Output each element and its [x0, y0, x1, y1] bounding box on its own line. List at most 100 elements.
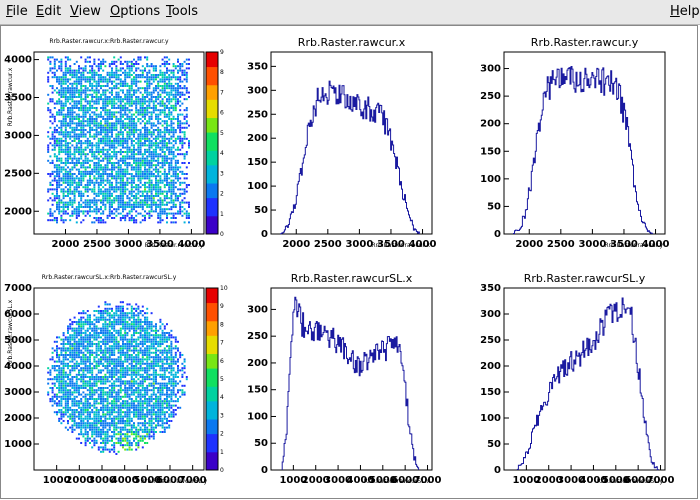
heat-cell	[179, 96, 182, 98]
heat-cell	[126, 74, 129, 76]
heat-cell	[119, 85, 122, 87]
heat-cell	[108, 347, 111, 350]
heat-cell	[93, 356, 96, 359]
heat-cell	[91, 126, 94, 129]
heat-cell	[170, 91, 173, 94]
heat-cell	[62, 124, 65, 127]
heat-cell	[137, 109, 140, 112]
heat-cell	[111, 124, 113, 127]
heat-cell	[82, 175, 85, 178]
heat-cell	[62, 411, 65, 414]
heat-cell	[139, 199, 142, 202]
heat-cell	[144, 102, 146, 105]
heat-cell	[75, 345, 78, 348]
heat-cell	[119, 314, 122, 317]
heat-cell	[161, 89, 164, 92]
palette-band	[206, 59, 218, 64]
chart-p2[interactable]: Rrb.Raster.rawcur.x050100150200250300350…	[247, 36, 436, 250]
heat-cell	[75, 210, 78, 213]
chart-p3[interactable]: Rrb.Raster.rawcur.y050100150200250300200…	[480, 36, 669, 250]
heat-cell	[106, 442, 109, 444]
heat-cell	[168, 212, 171, 215]
heat-cell	[80, 369, 83, 372]
heat-cell	[159, 80, 162, 83]
heat-cell	[93, 343, 96, 345]
heat-cell	[82, 391, 85, 394]
heat-cell	[69, 186, 72, 189]
heat-cell	[102, 146, 105, 149]
heat-cell	[47, 135, 50, 138]
heat-cell	[84, 113, 87, 116]
heat-cell	[67, 329, 69, 332]
heat-cell	[119, 190, 122, 193]
heat-cell	[170, 166, 173, 169]
palette-label: 7	[220, 89, 224, 96]
heat-cell	[89, 318, 91, 321]
heat-cell	[60, 60, 63, 63]
root-canvas[interactable]: Rrb.Raster.rawcur.x:Rrb.Raster.rawcur.y 2…	[0, 25, 698, 499]
heat-cell	[73, 155, 76, 158]
heat-cell	[91, 188, 94, 191]
menu-tools[interactable]: Tools	[166, 4, 199, 19]
plot-canvas[interactable]: Rrb.Raster.rawcur.x:Rrb.Raster.rawcur.y2…	[1, 26, 699, 500]
palette-frame[interactable]	[205, 51, 219, 235]
heat-cell	[58, 387, 61, 389]
heat-cell	[86, 314, 89, 317]
heat-cell	[124, 323, 127, 326]
heat-cell	[73, 80, 76, 83]
heat-cell	[115, 135, 118, 138]
heat-cell	[53, 170, 56, 173]
heat-cell	[62, 179, 65, 182]
heat-cell	[135, 115, 138, 118]
heat-cell	[75, 146, 78, 149]
heat-cell	[71, 131, 74, 134]
heat-cell	[113, 343, 116, 345]
heat-cell	[141, 93, 144, 96]
heat-cell	[139, 122, 142, 125]
heat-cell	[60, 102, 63, 105]
heat-cell	[58, 146, 61, 149]
heat-cell	[113, 107, 116, 109]
heat-cell	[97, 170, 100, 173]
heat-cell	[108, 197, 111, 200]
heat-cell	[93, 360, 96, 363]
menu-file[interactable]: File	[6, 4, 28, 19]
chart-p1[interactable]: Rrb.Raster.rawcur.x:Rrb.Raster.rawcur.y2…	[4, 38, 224, 250]
heat-cell	[67, 157, 69, 160]
heat-cell	[111, 395, 113, 398]
heat-cell	[104, 98, 107, 101]
heat-cell	[67, 179, 69, 182]
heat-cell	[159, 71, 162, 74]
heat-cell	[135, 310, 138, 312]
chart-p4[interactable]: Rrb.Raster.rawcurSL.x:Rrb.Raster.rawcurS…	[4, 274, 228, 486]
heat-cell	[64, 118, 67, 120]
heat-cell	[100, 349, 102, 352]
heat-cell	[119, 371, 122, 374]
heat-cell	[82, 212, 85, 215]
heat-cell	[100, 151, 102, 153]
heat-cell	[106, 214, 109, 217]
heat-cell	[56, 188, 58, 191]
heat-cell	[89, 177, 91, 180]
heat-cell	[159, 93, 162, 96]
menu-edit[interactable]: Edit	[36, 4, 62, 19]
heat-cell	[155, 155, 157, 158]
heat-cell	[104, 203, 107, 206]
heat-cell	[124, 345, 127, 348]
heat-cell	[144, 157, 146, 160]
heat-cell	[135, 96, 138, 98]
heat-cell	[141, 133, 144, 136]
heat-cell	[91, 173, 94, 175]
heat-cell	[135, 157, 138, 160]
menu-help[interactable]: Help	[670, 4, 700, 19]
heat-cell	[179, 129, 182, 131]
menu-options[interactable]: Options	[110, 4, 161, 19]
menu-view[interactable]: View	[70, 4, 101, 19]
heat-cell	[78, 71, 80, 74]
heat-cell	[64, 67, 67, 70]
heat-cell	[75, 367, 78, 370]
heat-cell	[126, 115, 129, 118]
heat-cell	[102, 203, 105, 206]
heat-cell	[95, 118, 98, 120]
heat-cell	[128, 206, 131, 208]
